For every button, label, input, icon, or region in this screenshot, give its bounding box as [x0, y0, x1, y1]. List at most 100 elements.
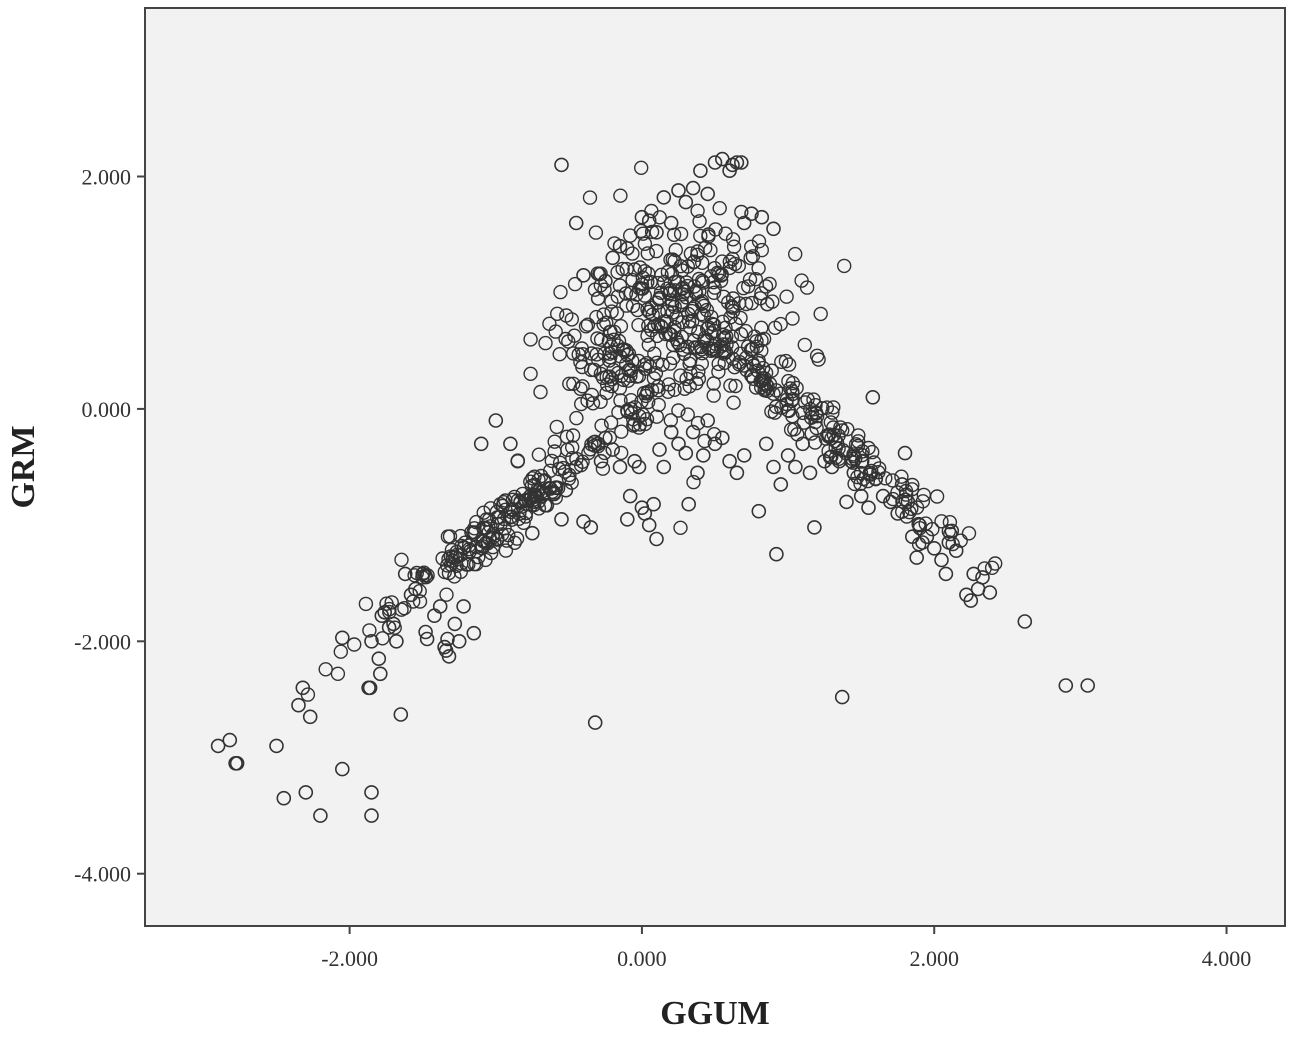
scatter-cloud-point-460 [691, 371, 707, 386]
scatter-cloud-point-607 [784, 393, 799, 409]
scatter-cloud-point-179 [544, 453, 559, 469]
scatter-cloud-point-171 [333, 644, 348, 659]
scatter-cloud-point-759 [634, 277, 650, 292]
scatter-cloud-point-677 [723, 378, 738, 393]
scatter-cloud-point-155 [504, 509, 519, 524]
scatter-cloud-point-278 [673, 520, 688, 535]
scatter-cloud-point-53 [603, 415, 619, 430]
scatter-cloud-point-46 [407, 568, 422, 583]
scatter-cloud-point-787 [602, 346, 617, 361]
scatter-cloud-point-364 [696, 275, 711, 290]
scatter-cloud-point-625 [764, 404, 779, 419]
scatter-point-68 [652, 442, 667, 457]
scatter-point-11 [334, 630, 350, 646]
scatter-cloud-point-125 [318, 662, 333, 677]
scatter-cloud-point-494 [686, 254, 702, 269]
scatter-cloud-point-652 [835, 423, 850, 438]
scatter-point-157 [754, 209, 770, 225]
scatter-point-22 [381, 620, 397, 635]
scatter-cloud-point-698 [912, 521, 927, 536]
scatter-cloud-point-636 [705, 316, 720, 332]
scatter-cloud-point-176 [483, 519, 498, 534]
scatter-cloud-point-753 [574, 396, 589, 412]
scatter-point-80 [729, 465, 745, 481]
scatter-point-25 [393, 707, 409, 722]
scatter-cloud-point-632 [934, 514, 949, 529]
scatter-cloud-point-205 [494, 527, 510, 542]
scatter-point-146 [685, 180, 701, 196]
scatter-cloud-point-248 [553, 284, 568, 300]
scatter-cloud-point-777 [538, 335, 553, 351]
scatter-point-69 [656, 459, 672, 475]
scatter-cloud-point-781 [620, 373, 636, 388]
scatter-cloud-point-70 [442, 529, 458, 544]
scatter-cloud-point-758 [622, 362, 638, 377]
scatter-cloud-point-521 [847, 476, 862, 492]
scatter-cloud-point-754 [578, 319, 594, 334]
scatter-cloud-point-44 [412, 584, 427, 599]
scatter-point-24 [389, 633, 404, 649]
scatter-cloud-point-387 [673, 226, 689, 242]
scatter-cloud-point-151 [507, 535, 522, 550]
scatter-cloud-point-745 [651, 397, 666, 413]
scatter-cloud-point-683 [795, 405, 810, 421]
scatter-point-127 [1058, 678, 1074, 693]
scatter-cloud-point-418 [675, 287, 691, 302]
scatter-cloud-point-75 [594, 418, 609, 433]
scatter-point-70 [663, 424, 679, 440]
scatter-point-46 [524, 525, 540, 541]
scatter-cloud-point-358 [641, 304, 657, 319]
scatter-point-8 [298, 785, 314, 800]
scatter-cloud-point-657 [898, 492, 913, 507]
scatter-point-12 [334, 761, 350, 777]
scatter-cloud-point-473 [667, 274, 683, 290]
scatter-point-123 [982, 585, 998, 600]
scatter-point-132 [576, 267, 591, 283]
scatter-point-38 [447, 616, 463, 632]
scatter-cloud-point-143 [358, 596, 374, 612]
scatter-cloud-point-519 [754, 242, 769, 258]
scatter-cloud-point-506 [712, 200, 727, 216]
scatter-point-83 [758, 436, 774, 452]
scatter-cloud-point-743 [611, 333, 627, 349]
scatter-cloud-point-769 [573, 381, 588, 396]
scatter-cloud-point-422 [754, 333, 769, 348]
scatter-cloud-point-405 [697, 433, 712, 449]
scatter-cloud-point-672 [853, 476, 868, 491]
scatter-cloud-point-674 [807, 435, 823, 450]
scatter-cloud-point-778 [651, 383, 666, 398]
scatter-point-40 [456, 599, 471, 614]
scatter-point-156 [744, 206, 759, 221]
scatter-point-72 [678, 445, 694, 461]
scatter-cloud-point-508 [625, 246, 640, 261]
scatter-cloud-point-215 [330, 666, 346, 681]
scatter-cloud-point-661 [953, 533, 968, 548]
scatter-cloud-point-217 [490, 532, 505, 547]
scatter-point-44 [503, 436, 518, 452]
scatter-point-102 [883, 494, 898, 510]
scatter-point-128 [1080, 678, 1095, 693]
scatter-cloud-point-107 [384, 595, 399, 610]
scatter-point-154 [733, 155, 749, 170]
scatter-cloud-point-337 [686, 474, 701, 490]
scatter-cloud-point-476 [725, 291, 741, 306]
scatter-cloud-point-447 [811, 352, 826, 367]
x-tick-label-1: 0.000 [617, 946, 667, 971]
scatter-cloud-point-713 [603, 339, 619, 354]
scatter-cloud-point-385 [726, 395, 741, 410]
scatter-cloud-point-169 [527, 477, 542, 492]
scatter-cloud-point-352 [631, 420, 647, 435]
x-axis-title: GGUM [660, 995, 770, 1032]
scatter-cloud-point-715 [580, 317, 596, 332]
scatter-cloud-point-501 [637, 264, 652, 279]
scatter-cloud-point-639 [915, 494, 931, 509]
scatter-cloud-point-309 [639, 356, 655, 371]
scatter-point-117 [948, 543, 964, 559]
scatter-cloud-point-767 [647, 319, 662, 334]
scatter-point-124 [1017, 614, 1033, 629]
scatter-point-125 [834, 689, 850, 705]
scatter-cloud-point-722 [602, 353, 617, 368]
scatter-point-19 [372, 666, 388, 682]
scatter-cloud-point-595 [878, 471, 893, 486]
scatter-point-3 [229, 755, 245, 771]
